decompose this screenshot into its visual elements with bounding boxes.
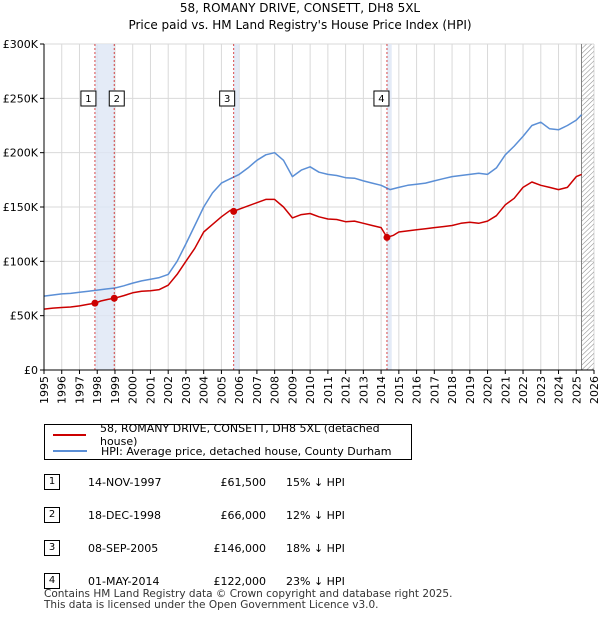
hatch-line bbox=[581, 93, 594, 107]
legend-swatch-property bbox=[53, 434, 86, 436]
x-tick-label: 2006 bbox=[233, 376, 246, 404]
sale-date: 08-SEP-2005 bbox=[88, 542, 159, 555]
x-tick-label: 2012 bbox=[340, 376, 353, 404]
sale-point-2 bbox=[110, 294, 118, 302]
series-hpi-line bbox=[43, 114, 583, 297]
legend-swatch-hpi bbox=[53, 450, 87, 452]
x-tick-label: 2018 bbox=[446, 376, 459, 404]
sale-date: 14-NOV-1997 bbox=[88, 476, 162, 489]
x-tick-label: 2000 bbox=[127, 376, 140, 404]
x-tick-label: 2011 bbox=[322, 376, 335, 404]
x-tick-label: 2019 bbox=[464, 376, 477, 404]
x-tick-label: 2005 bbox=[215, 376, 228, 404]
sale-box-4 bbox=[373, 90, 390, 107]
sale-number: 4 bbox=[44, 573, 60, 589]
sale-date: 01-MAY-2014 bbox=[88, 575, 160, 588]
y-tick-label: £50K bbox=[10, 310, 39, 323]
x-tick-label: 2008 bbox=[269, 376, 282, 404]
x-tick-label: 2009 bbox=[286, 376, 299, 404]
sale-box-label-3: 3 bbox=[224, 94, 230, 105]
x-tick-label: 2026 bbox=[588, 376, 600, 404]
y-tick-label: £0 bbox=[24, 364, 38, 377]
x-tick-label: 2013 bbox=[357, 376, 370, 404]
sale-hpi-diff: 12% ↓ HPI bbox=[286, 509, 345, 522]
footer-line-1: Contains HM Land Registry data © Crown c… bbox=[44, 588, 453, 600]
x-tick-label: 2001 bbox=[144, 376, 157, 404]
sale-band-3 bbox=[233, 44, 240, 370]
hatch-line bbox=[581, 89, 594, 102]
chart-subtitle: Price paid vs. HM Land Registry's House … bbox=[128, 18, 471, 32]
x-tick-label: 1998 bbox=[91, 376, 104, 404]
sale-box-label-1: 1 bbox=[85, 94, 91, 105]
x-tick-label: 2025 bbox=[570, 376, 583, 404]
x-tick-label: 2002 bbox=[162, 376, 175, 404]
x-tick-label: 2024 bbox=[553, 376, 566, 404]
sale-hpi-diff: 18% ↓ HPI bbox=[286, 542, 345, 555]
chart-title: 58, ROMANY DRIVE, CONSETT, DH8 5XL bbox=[180, 1, 421, 15]
y-tick-label: £250K bbox=[3, 92, 39, 105]
x-tick-label: 1995 bbox=[38, 376, 51, 404]
hatch-line bbox=[581, 204, 594, 218]
sale-point-1 bbox=[91, 299, 99, 307]
sale-number: 3 bbox=[44, 540, 60, 556]
legend-label-hpi: HPI: Average price, detached house, Coun… bbox=[101, 444, 392, 458]
legend-label-property: 58, ROMANY DRIVE, CONSETT, DH8 5XL (deta… bbox=[99, 422, 380, 448]
x-tick-label: 2014 bbox=[375, 376, 388, 404]
sale-box-label-2: 2 bbox=[114, 94, 120, 105]
footer-line-2: This data is licensed under the Open Gov… bbox=[44, 599, 379, 611]
x-tick-label: 1999 bbox=[109, 376, 122, 404]
sale-hpi-diff: 23% ↓ HPI bbox=[286, 575, 345, 588]
hatch-line bbox=[581, 309, 594, 323]
price-chart: 58, ROMANY DRIVE, CONSETT, DH8 5XL Price… bbox=[3, 1, 600, 404]
y-tick-label: £100K bbox=[3, 255, 39, 268]
x-tick-label: 2003 bbox=[180, 376, 193, 404]
hatch-line bbox=[581, 304, 594, 318]
sale-box-3 bbox=[219, 90, 236, 107]
hatch-line bbox=[581, 199, 594, 213]
sale-band-4 bbox=[386, 44, 392, 370]
y-tick-label: £150K bbox=[3, 201, 39, 214]
x-tick-label: 2021 bbox=[499, 376, 512, 404]
footer-attribution: Contains HM Land Registry data © Crown c… bbox=[44, 589, 452, 611]
sale-point-4 bbox=[383, 233, 391, 241]
sale-hpi-diff: 15% ↓ HPI bbox=[286, 476, 345, 489]
sale-price: £122,000 bbox=[213, 575, 267, 588]
sale-box-2 bbox=[108, 90, 125, 107]
sale-number: 1 bbox=[44, 474, 60, 490]
hatch-line bbox=[597, 44, 600, 370]
sale-number: 2 bbox=[44, 507, 60, 523]
sale-box-label-4: 4 bbox=[378, 94, 384, 105]
x-tick-label: 2016 bbox=[411, 376, 424, 404]
legend-item-hpi: HPI: Average price, detached house, Coun… bbox=[53, 443, 392, 459]
x-tick-label: 2020 bbox=[482, 376, 495, 404]
sale-box-1 bbox=[80, 90, 97, 107]
x-tick-label: 2015 bbox=[393, 376, 406, 404]
y-tick-label: £300K bbox=[3, 38, 39, 51]
x-tick-label: 2004 bbox=[198, 376, 211, 404]
x-tick-label: 1997 bbox=[73, 376, 86, 404]
series-property-line bbox=[43, 173, 582, 310]
chart-legend: 58, ROMANY DRIVE, CONSETT, DH8 5XL (deta… bbox=[44, 422, 412, 460]
sale-date: 18-DEC-1998 bbox=[88, 509, 162, 522]
x-tick-label: 2007 bbox=[251, 376, 264, 404]
sale-price: £146,000 bbox=[213, 542, 267, 555]
sale-price: £61,500 bbox=[220, 476, 267, 489]
sale-price: £66,000 bbox=[220, 509, 267, 522]
x-tick-label: 2017 bbox=[428, 376, 441, 404]
legend-item-property: 58, ROMANY DRIVE, CONSETT, DH8 5XL (deta… bbox=[53, 422, 411, 448]
x-tick-label: 2010 bbox=[304, 376, 317, 404]
sale-point-3 bbox=[230, 207, 238, 215]
x-tick-label: 2022 bbox=[517, 376, 530, 404]
x-tick-label: 1996 bbox=[56, 376, 69, 404]
hatch-line bbox=[581, 314, 594, 328]
y-tick-label: £200K bbox=[3, 147, 39, 160]
x-tick-label: 2023 bbox=[535, 376, 548, 404]
